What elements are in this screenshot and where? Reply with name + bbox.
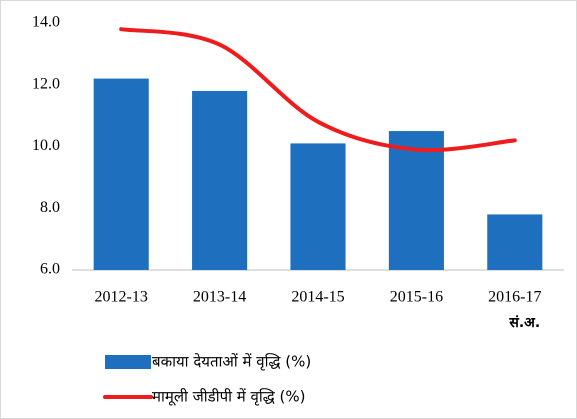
y-tick-label: 10.0	[32, 137, 60, 154]
y-tick-label: 6.0	[40, 261, 60, 278]
bar	[93, 78, 149, 270]
x-tick-label: 2016-17	[488, 289, 541, 306]
bar	[192, 90, 248, 270]
x-tick-label: 2013-14	[193, 289, 246, 306]
bar	[290, 143, 346, 270]
x-tick-label: 2014-15	[291, 289, 344, 306]
x-tick-label: 2015-16	[390, 289, 443, 306]
legend-label: मामूली जीडीपी में वृद्धि (%)	[152, 388, 305, 407]
y-tick-label: 14.0	[32, 14, 60, 31]
legend-swatch	[105, 355, 151, 369]
y-tick-label: 8.0	[40, 199, 60, 216]
line	[119, 27, 517, 153]
bar	[487, 214, 543, 270]
bar	[388, 131, 444, 270]
x-tick-label: 2012-13	[95, 289, 148, 306]
y-tick-label: 12.0	[32, 75, 60, 92]
legend-label: बकाया देयताओं में वृद्धि (%)	[152, 353, 311, 372]
category-note: सं.अ.	[508, 315, 540, 331]
